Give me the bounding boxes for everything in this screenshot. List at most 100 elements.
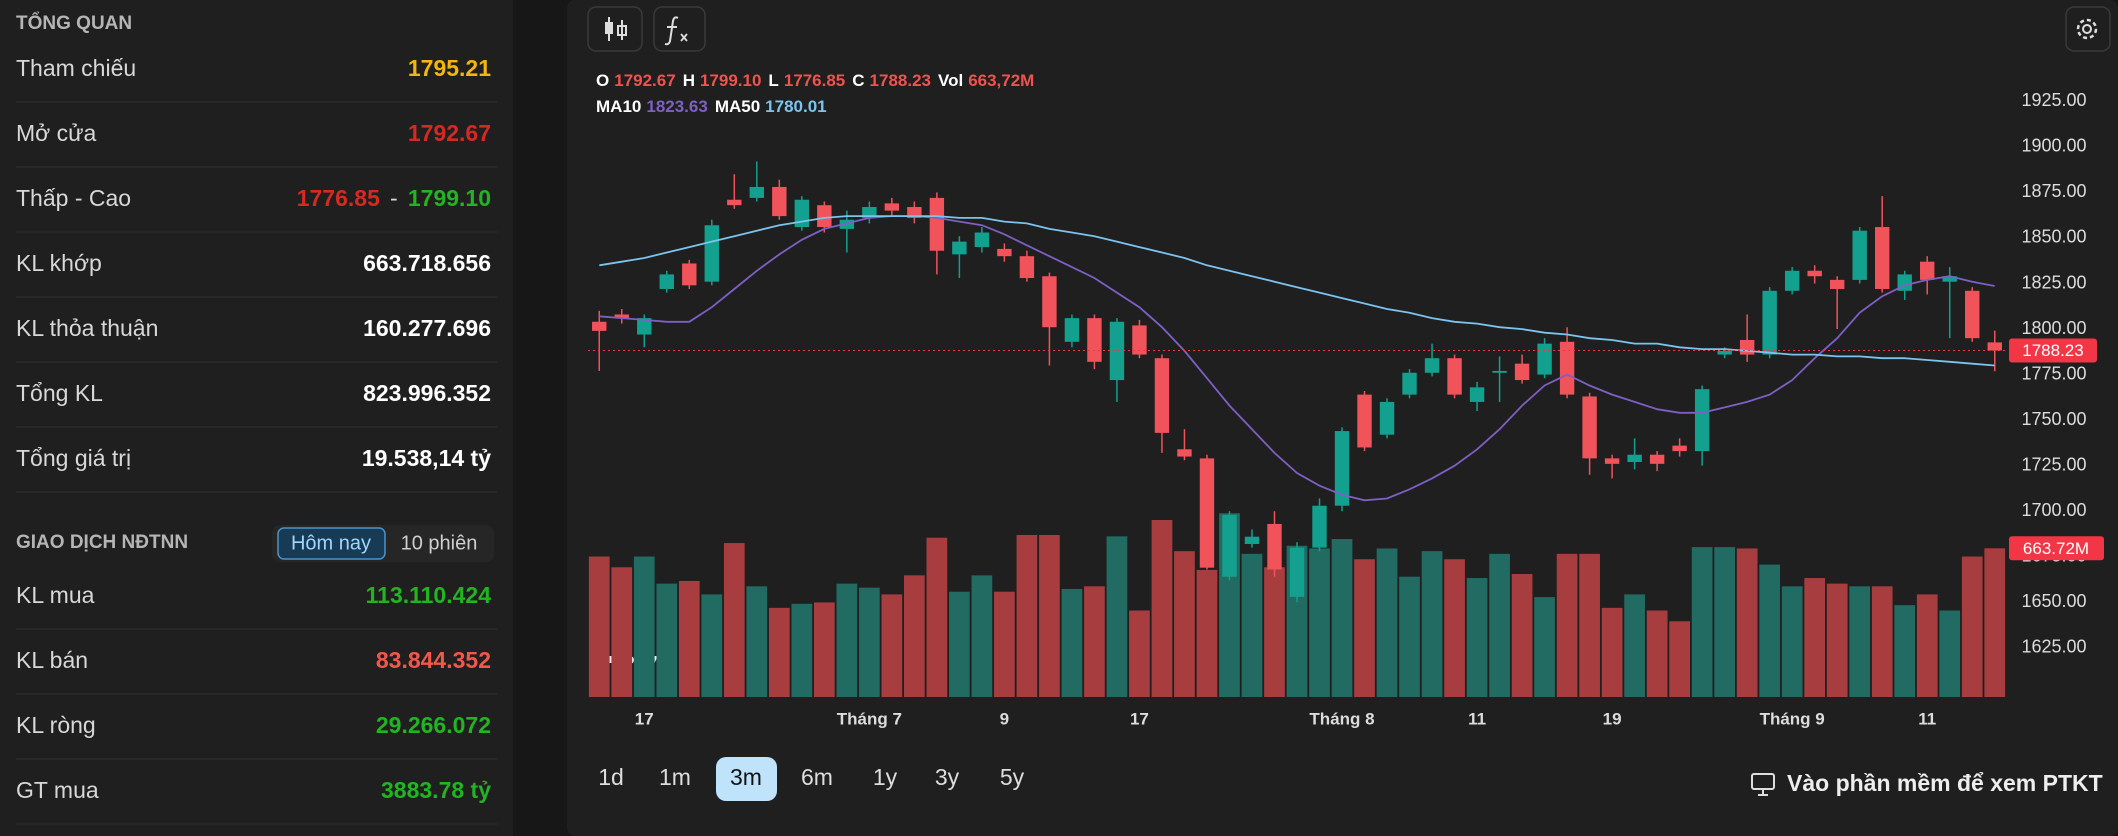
row-value: 1792.67 bbox=[408, 120, 491, 146]
row-label: Tổng giá trị bbox=[16, 445, 131, 471]
candle-body bbox=[1334, 431, 1350, 506]
candle-body bbox=[1019, 256, 1035, 279]
candle-body bbox=[1762, 290, 1777, 355]
volume-bar bbox=[1871, 586, 1893, 697]
y-tick-label: 1900.00 bbox=[2021, 136, 2086, 156]
icon bbox=[2076, 18, 2098, 40]
range-button[interactable]: 3y bbox=[935, 764, 960, 790]
range-button[interactable]: 1d bbox=[598, 764, 624, 790]
legend-value: 1776.85 bbox=[784, 71, 845, 90]
candle-body bbox=[1717, 350, 1732, 355]
row-label: KL mua bbox=[16, 582, 95, 608]
section-title: TỔNG QUAN bbox=[16, 12, 132, 34]
legend-value: 1792.67 bbox=[614, 71, 675, 90]
candle-body bbox=[907, 207, 922, 218]
volume-bar bbox=[1444, 559, 1465, 697]
volume-bar bbox=[1804, 578, 1826, 697]
y-tick-label: 1875.00 bbox=[2021, 181, 2086, 201]
ma-line bbox=[599, 215, 1995, 502]
volume-badge-label: 663.72M bbox=[2023, 539, 2089, 558]
tab[interactable]: Hôm nay bbox=[291, 532, 371, 554]
volume-bar bbox=[949, 591, 970, 697]
candle-body bbox=[592, 321, 607, 331]
x-tick-label: 19 bbox=[1603, 709, 1622, 728]
range-button[interactable]: 3m bbox=[730, 764, 762, 790]
y-tick-label: 1850.00 bbox=[2021, 227, 2086, 247]
volume-badge bbox=[2009, 536, 2104, 561]
candle-body bbox=[1739, 339, 1755, 355]
candle-body bbox=[1402, 372, 1417, 395]
volume-bar bbox=[723, 543, 745, 697]
candle-tool[interactable] bbox=[587, 6, 643, 52]
row-separator: - bbox=[390, 185, 398, 211]
volume-bar bbox=[881, 594, 903, 697]
row-label: KL ròng bbox=[16, 712, 96, 738]
divider bbox=[513, 0, 567, 836]
legend-label: O bbox=[596, 71, 609, 90]
volume-bar bbox=[1894, 605, 1916, 697]
settings[interactable] bbox=[2065, 6, 2111, 52]
candle-body bbox=[1672, 445, 1687, 452]
row-value: 29.266.072 bbox=[376, 712, 491, 738]
candle-body bbox=[1154, 358, 1170, 433]
volume-bar bbox=[1601, 607, 1623, 697]
range-button[interactable]: 5y bbox=[1000, 764, 1025, 790]
tool-button[interactable] bbox=[587, 6, 643, 52]
legend-value: 1799.10 bbox=[700, 71, 761, 90]
x-tick-label: 17 bbox=[1130, 709, 1149, 728]
candle-body bbox=[1965, 290, 1980, 339]
ma-legend: MA10 1823.63 MA50 1780.01 bbox=[596, 97, 827, 116]
y-tick-label: 1750.00 bbox=[2021, 409, 2086, 429]
row-value: 83.844.352 bbox=[376, 647, 491, 673]
range-button[interactable]: 1y bbox=[873, 764, 898, 790]
volume-bar bbox=[1151, 520, 1173, 697]
row-label: Tổng KL bbox=[16, 380, 103, 406]
volume-bar bbox=[1511, 574, 1533, 697]
range-active[interactable] bbox=[716, 757, 777, 801]
volume-bar bbox=[1174, 551, 1195, 697]
range-button[interactable]: 6m bbox=[801, 764, 833, 790]
row-value: 1795.21 bbox=[408, 55, 491, 81]
volume-bar bbox=[1534, 597, 1555, 697]
candle-body bbox=[1379, 401, 1395, 435]
tab[interactable]: 10 phiên bbox=[401, 532, 478, 554]
volume-bar bbox=[1196, 569, 1218, 697]
volume-bar bbox=[1556, 553, 1578, 697]
range-button[interactable]: 1m bbox=[659, 764, 691, 790]
volume-bar bbox=[1264, 567, 1285, 697]
x-tick-label: Tháng 9 bbox=[1760, 709, 1825, 728]
candle-body bbox=[1447, 358, 1462, 395]
tab-active[interactable] bbox=[277, 527, 386, 560]
software-link[interactable]: Vào phần mềm để xem PTKT bbox=[1787, 770, 2103, 796]
x-tick-label: 11 bbox=[1468, 709, 1486, 728]
candle-body bbox=[1852, 230, 1867, 280]
row-label: Mở cửa bbox=[16, 120, 97, 146]
candle-body bbox=[952, 241, 967, 255]
candle-body bbox=[929, 197, 945, 251]
candle-body bbox=[1942, 276, 1957, 282]
volume-bar bbox=[1961, 556, 1983, 697]
legend-value: 1780.01 bbox=[765, 97, 826, 116]
volume-bar bbox=[1759, 564, 1781, 697]
indicator-tool[interactable] bbox=[653, 6, 706, 52]
y-tick-label: 1650.00 bbox=[2021, 591, 2086, 611]
tool-button[interactable] bbox=[2065, 6, 2111, 52]
volume-bar bbox=[1736, 548, 1758, 697]
candle-body bbox=[704, 225, 719, 282]
candle-body bbox=[1987, 342, 2002, 351]
row-value: 1799.10 bbox=[408, 185, 491, 211]
row-value: 663.718.656 bbox=[363, 250, 491, 276]
ohlc-legend: O 1792.67 H 1799.10 L 1776.85 C 1788.23 Vol 663,7… bbox=[596, 71, 1034, 90]
x-tick-label: 17 bbox=[635, 709, 654, 728]
volume-bar bbox=[768, 607, 790, 697]
volume-bar bbox=[904, 575, 925, 697]
volume-bar bbox=[1916, 594, 1938, 697]
link-icon[interactable] bbox=[1751, 773, 1775, 796]
volume-bar bbox=[1331, 539, 1353, 697]
candle-body bbox=[1627, 454, 1642, 463]
volume-bar bbox=[813, 602, 835, 697]
tool-button[interactable] bbox=[653, 6, 706, 52]
y-tick-label: 1800.00 bbox=[2021, 318, 2086, 338]
candle-body bbox=[997, 248, 1012, 257]
